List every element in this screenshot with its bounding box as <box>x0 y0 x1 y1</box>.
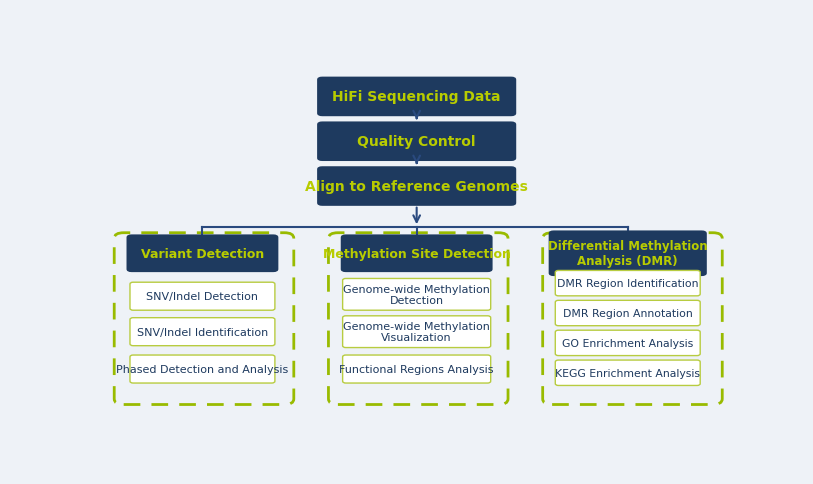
Text: HiFi Sequencing Data: HiFi Sequencing Data <box>333 90 501 104</box>
Text: Phased Detection and Analysis: Phased Detection and Analysis <box>116 364 289 374</box>
Text: Functional Regions Analysis: Functional Regions Analysis <box>339 364 494 374</box>
FancyBboxPatch shape <box>341 235 493 272</box>
Text: SNV/Indel Identification: SNV/Indel Identification <box>137 327 268 337</box>
Text: Align to Reference Genomes: Align to Reference Genomes <box>305 180 528 194</box>
FancyBboxPatch shape <box>555 360 700 386</box>
FancyBboxPatch shape <box>555 271 700 296</box>
FancyBboxPatch shape <box>130 355 275 383</box>
FancyBboxPatch shape <box>317 122 516 162</box>
Text: SNV/Indel Detection: SNV/Indel Detection <box>146 291 259 302</box>
Text: Genome-wide Methylation
Visualization: Genome-wide Methylation Visualization <box>343 321 490 343</box>
Text: Differential Methylation
Analysis (DMR): Differential Methylation Analysis (DMR) <box>548 240 707 268</box>
Text: Genome-wide Methylation
Detection: Genome-wide Methylation Detection <box>343 284 490 305</box>
FancyBboxPatch shape <box>127 235 278 272</box>
Text: DMR Region Identification: DMR Region Identification <box>557 279 698 288</box>
FancyBboxPatch shape <box>555 301 700 326</box>
FancyBboxPatch shape <box>555 331 700 356</box>
FancyBboxPatch shape <box>130 283 275 311</box>
Text: GO Enrichment Analysis: GO Enrichment Analysis <box>562 338 693 348</box>
FancyBboxPatch shape <box>130 318 275 346</box>
Text: KEGG Enrichment Analysis: KEGG Enrichment Analysis <box>555 368 700 378</box>
Text: Quality Control: Quality Control <box>358 135 476 149</box>
FancyBboxPatch shape <box>317 77 516 117</box>
Text: DMR Region Annotation: DMR Region Annotation <box>563 308 693 318</box>
FancyBboxPatch shape <box>342 279 491 311</box>
FancyBboxPatch shape <box>549 231 706 276</box>
FancyBboxPatch shape <box>342 355 491 383</box>
FancyBboxPatch shape <box>317 167 516 206</box>
Text: Methylation Site Detection: Methylation Site Detection <box>323 247 511 260</box>
Text: Variant Detection: Variant Detection <box>141 247 264 260</box>
FancyBboxPatch shape <box>342 316 491 348</box>
